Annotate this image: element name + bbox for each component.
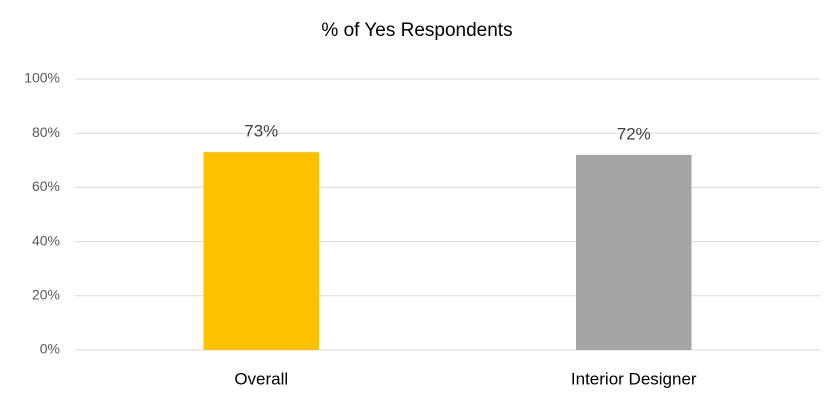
bar	[576, 154, 692, 350]
y-tick-label: 80%	[32, 124, 60, 140]
x-tick-label: Overall	[234, 369, 288, 388]
y-tick-label: 0%	[40, 341, 60, 357]
x-tick-label: Interior Designer	[571, 369, 697, 388]
chart-title: % of Yes Respondents	[321, 20, 512, 41]
y-tick-label: 100%	[24, 70, 60, 86]
y-tick-label: 40%	[32, 232, 60, 248]
bar	[203, 152, 319, 350]
y-tick-label: 20%	[32, 287, 60, 303]
y-tick-label: 60%	[32, 178, 60, 194]
value-label: 72%	[617, 124, 651, 143]
value-label: 73%	[244, 122, 278, 141]
